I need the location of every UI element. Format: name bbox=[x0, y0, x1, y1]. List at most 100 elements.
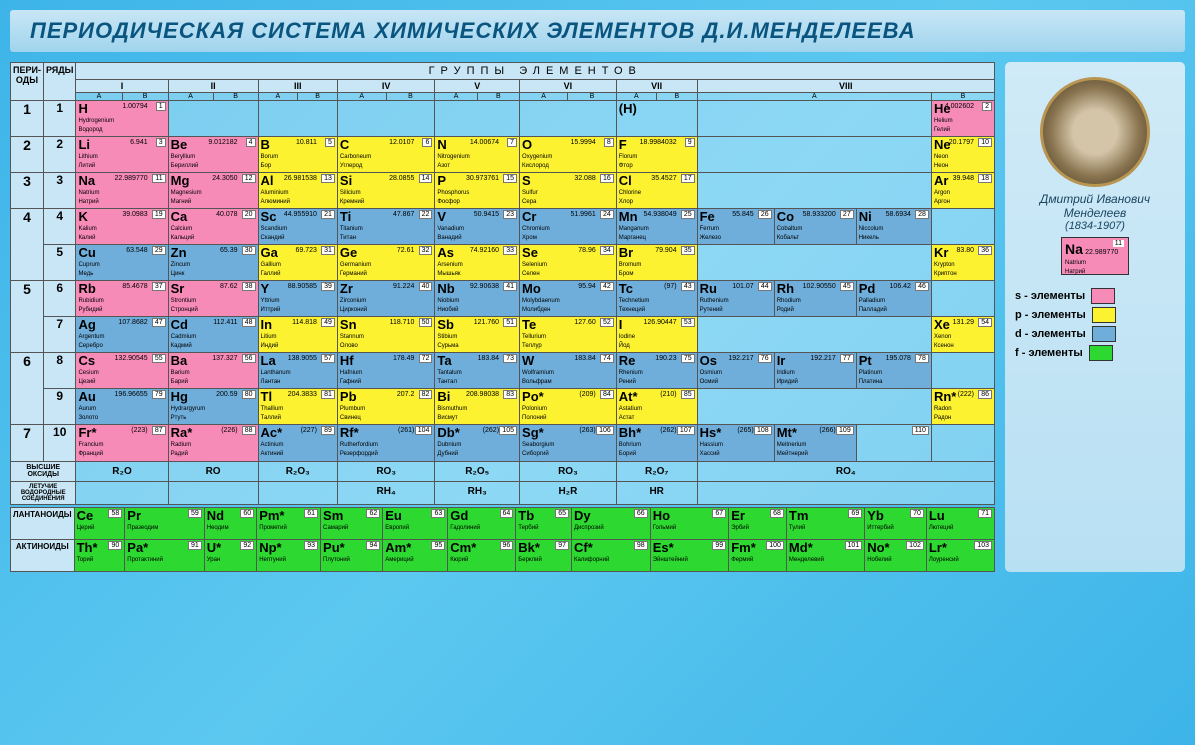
element-Hs*: 108 Hs* (265) HassiumХассий bbox=[697, 425, 774, 462]
element-Zr: 40 Zr 91.224 ZirconiumЦирконий bbox=[337, 281, 434, 317]
element-F: 9 F 18.9984032 FlorumФтор bbox=[616, 137, 697, 173]
legend-item: p - элементы bbox=[1015, 307, 1175, 323]
element-Ne: 10 Ne 20.1797 NeonНеон bbox=[931, 137, 994, 173]
element-Db*: 105 Db* (262) DubniumДубний bbox=[435, 425, 520, 462]
element-Cs: 55 Cs 132.90545 CesiumЦезий bbox=[76, 353, 168, 389]
element-Se: 34 Se 78.96 SeleniumСелен bbox=[520, 245, 617, 281]
element-Fm*: 100Fm*Фермий bbox=[729, 540, 787, 572]
legend-list: s - элементыp - элементыd - элементыf - … bbox=[1015, 288, 1175, 361]
element-Be: 4 Be 9.012182 BerylliumБериллий bbox=[168, 137, 258, 173]
element-Sn: 50 Sn 118.710 StannumОлово bbox=[337, 317, 434, 353]
element-Pr: 59PrПразеодим bbox=[125, 508, 204, 540]
element-H: 1 H 1.00794 HydrogeniumВодород bbox=[76, 101, 168, 137]
legend-item: s - элементы bbox=[1015, 288, 1175, 304]
element-Bh*: 107 Bh* (262) BohriumБорий bbox=[616, 425, 697, 462]
element-Kr: 36 Kr 83.80 KryptonКриптон bbox=[931, 245, 994, 281]
element-Th*: 90Th*Торий bbox=[74, 540, 125, 572]
element-V: 23 V 50.9415 VanadiumВанадий bbox=[435, 209, 520, 245]
element-Mg: 12 Mg 24.3050 MagnesiumМагний bbox=[168, 173, 258, 209]
element-Sb: 51 Sb 121.760 StibiumСурьма bbox=[435, 317, 520, 353]
element-C: 6 C 12.0107 CarboneumУглерод bbox=[337, 137, 434, 173]
element-Ta: 73 Ta 183.84 TantalumТантал bbox=[435, 353, 520, 389]
element-Bk*: 97Bk*Берклий bbox=[516, 540, 572, 572]
element-Pd: 46 Pd 106.42 PalladiumПалладий bbox=[856, 281, 931, 317]
mendeleev-name: Дмитрий Иванович Менделеев bbox=[1015, 192, 1175, 220]
element-Ca: 20 Ca 40.078 CalciumКальций bbox=[168, 209, 258, 245]
groups-header: ГРУППЫ ЭЛЕМЕНТОВ bbox=[76, 63, 995, 80]
element-Au: 79 Au 196.96655 AurumЗолото bbox=[76, 389, 168, 425]
element-Pb: 82 Pb 207.2 PlumbumСвинец bbox=[337, 389, 434, 425]
element-Si: 14 Si 28.0855 SiliciumКремний bbox=[337, 173, 434, 209]
element-Hf: 72 Hf 178.49 HafniumГафний bbox=[337, 353, 434, 389]
sidebar: Дмитрий Иванович Менделеев (1834-1907) 1… bbox=[1005, 62, 1185, 572]
element-At*: 85 At* (210) AstatiumАстат bbox=[616, 389, 697, 425]
element-Al: 13 Al 26.981538 AluminiumАлюминий bbox=[258, 173, 337, 209]
element-No*: 102No*Нобелий bbox=[865, 540, 927, 572]
element-Y: 39 Y 88.90585 YttriumИттрий bbox=[258, 281, 337, 317]
element-I: 53 I 126.90447 IodineЙод bbox=[616, 317, 697, 353]
element-U*: 92U*Уран bbox=[204, 540, 256, 572]
col-period-header: ПЕРИ-ОДЫ bbox=[11, 63, 44, 101]
legend-item: f - элементы bbox=[1015, 345, 1175, 361]
element-Sm: 62SmСамарий bbox=[321, 508, 383, 540]
mendeleev-dates: (1834-1907) bbox=[1015, 220, 1175, 232]
col-row-header: РЯДЫ bbox=[43, 63, 75, 101]
element-Pu*: 94Pu*Плутоний bbox=[321, 540, 383, 572]
element-Sc: 21 Sc 44.955910 ScandiumСкандий bbox=[258, 209, 337, 245]
element-Rn*: 86 Rn* (222) RadonРадон bbox=[931, 389, 994, 425]
element-Fr*: 87 Fr* (223) FranciumФранций bbox=[76, 425, 168, 462]
element-Lu: 71LuЛютеций bbox=[926, 508, 994, 540]
element-Te: 52 Te 127.60 TelluriumТеллур bbox=[520, 317, 617, 353]
element-Nb: 41 Nb 92.90638 NiobiumНиобий bbox=[435, 281, 520, 317]
element-Os: 76 Os 192.217 OsmiumОсмий bbox=[697, 353, 774, 389]
element-Ac*: 89 Ac* (227) ActiniumАктиний bbox=[258, 425, 337, 462]
element-Eu: 63EuЕвропий bbox=[383, 508, 448, 540]
element-Ti: 22 Ti 47.867 TitaniumТитан bbox=[337, 209, 434, 245]
element-Po*: 84 Po* (209) PoloniumПолоний bbox=[520, 389, 617, 425]
element-Ni: 28 Ni 58.6934 NiccolumНикель bbox=[856, 209, 931, 245]
element-Zn: 30 Zn 65.39 ZincumЦинк bbox=[168, 245, 258, 281]
legend-cell-example: 11 Na 22.989770 Natrium Натрий bbox=[1061, 237, 1129, 275]
element-N: 7 N 14.00674 NitrogeniumАзот bbox=[435, 137, 520, 173]
periodic-table: ПЕРИ-ОДЫ РЯДЫ ГРУППЫ ЭЛЕМЕНТОВIIIIIIIVVV… bbox=[10, 62, 995, 572]
element-Np*: 93Np*Нептуний bbox=[257, 540, 321, 572]
element-Nd: 60NdНеодим bbox=[204, 508, 256, 540]
element-Er: 68ErЭрбий bbox=[729, 508, 787, 540]
element-Tm: 69TmТулий bbox=[786, 508, 864, 540]
mendeleev-portrait bbox=[1040, 77, 1150, 187]
element-Ar: 18 Ar 39.948 ArgonАргон bbox=[931, 173, 994, 209]
element-Li: 3 Li 6.941 LithiumЛитий bbox=[76, 137, 168, 173]
element-Dy: 66DyДиспрозий bbox=[571, 508, 650, 540]
element-B: 5 B 10.811 BorumБор bbox=[258, 137, 337, 173]
element-Rb: 37 Rb 85.4678 RubidiumРубидий bbox=[76, 281, 168, 317]
element-Ce: 58CeЦерий bbox=[74, 508, 125, 540]
element-Tb: 65TbТербий bbox=[516, 508, 572, 540]
element-Rh: 45 Rh 102.90550 RhodiumРодий bbox=[774, 281, 856, 317]
element-Cd: 48 Cd 112.411 CadmiumКадмий bbox=[168, 317, 258, 353]
element-Pm*: 61Pm*Прометий bbox=[257, 508, 321, 540]
element-Am*: 95Am*Америций bbox=[383, 540, 448, 572]
element-As: 33 As 74.92160 ArseniumМышьяк bbox=[435, 245, 520, 281]
element-Ba: 56 Ba 137.327 BariumБарий bbox=[168, 353, 258, 389]
element-Cl: 17 Cl 35.4527 ChlorineХлор bbox=[616, 173, 697, 209]
element-Hg: 80 Hg 200.59 HydrargyrumРтуть bbox=[168, 389, 258, 425]
element-Sg*: 106 Sg* (263) SeaborgiumСиборгий bbox=[520, 425, 617, 462]
element-Xe: 54 Xe 131.29 XenonКсенон bbox=[931, 317, 994, 353]
element-Ag: 47 Ag 107.8682 ArgentumСеребро bbox=[76, 317, 168, 353]
element-K: 19 K 39.0983 KaliumКалий bbox=[76, 209, 168, 245]
element-Yb: 70YbИттербий bbox=[865, 508, 927, 540]
element-He: 2 He 4.002602 HeliumГелий bbox=[931, 101, 994, 137]
element-P: 15 P 30.973761 PhosphorusФосфор bbox=[435, 173, 520, 209]
element-Tl: 81 Tl 204.3833 ThalliumТаллий bbox=[258, 389, 337, 425]
page-title: ПЕРИОДИЧЕСКАЯ СИСТЕМА ХИМИЧЕСКИХ ЭЛЕМЕНТ… bbox=[10, 10, 1185, 52]
element-Br: 35 Br 79.904 BromumБром bbox=[616, 245, 697, 281]
element-Cu: 29 Cu 63.548 CuprumМедь bbox=[76, 245, 168, 281]
element-Mo: 42 Mo 95.94 MolybdaenumМолибден bbox=[520, 281, 617, 317]
element-Cf*: 98Cf*Калифорний bbox=[571, 540, 650, 572]
element-Sr: 38 Sr 87.62 StrontiumСтронций bbox=[168, 281, 258, 317]
element-Cm*: 96Cm*Кюрий bbox=[448, 540, 516, 572]
element-Ra*: 88 Ra* (226) RadiumРадий bbox=[168, 425, 258, 462]
element-Mt*: 109 Mt* (266) MeitneriumМейтнерий bbox=[774, 425, 856, 462]
element-Gd: 64GdГадолиний bbox=[448, 508, 516, 540]
element-Ho: 67HoГольмий bbox=[650, 508, 728, 540]
